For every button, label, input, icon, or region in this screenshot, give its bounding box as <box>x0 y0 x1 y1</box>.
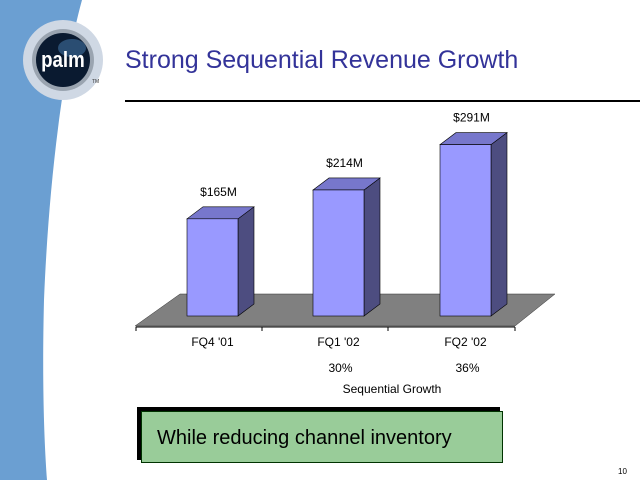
data-label: $165M <box>200 185 237 199</box>
palm-logo: palm TM <box>23 20 103 100</box>
bar-side <box>490 132 508 317</box>
callout-box: While reducing channel inventory <box>141 411 503 463</box>
growth-caption: Sequential Growth <box>343 382 442 396</box>
bar <box>312 177 381 317</box>
category-label: FQ2 '02 <box>444 335 487 349</box>
bar-side <box>237 206 255 317</box>
svg-text:TM: TM <box>92 79 99 85</box>
bar-side <box>363 177 381 317</box>
category-label: FQ1 '02 <box>317 335 360 349</box>
slide-title: Strong Sequential Revenue Growth <box>125 46 519 74</box>
growth-label: 30% <box>328 361 352 375</box>
callout-text: While reducing channel inventory <box>157 427 452 449</box>
data-label: $214M <box>326 156 363 170</box>
title-underline <box>125 100 640 102</box>
page-number: 10 <box>618 467 627 476</box>
svg-text:palm: palm <box>41 49 85 73</box>
bar-front <box>186 218 239 317</box>
bar <box>439 132 508 317</box>
bar-front <box>439 144 492 317</box>
bar <box>186 206 255 317</box>
bar-front <box>312 189 365 317</box>
growth-label: 36% <box>455 361 479 375</box>
data-label: $291M <box>453 111 490 125</box>
blue-swoosh <box>0 0 82 480</box>
category-label: FQ4 '01 <box>191 335 234 349</box>
